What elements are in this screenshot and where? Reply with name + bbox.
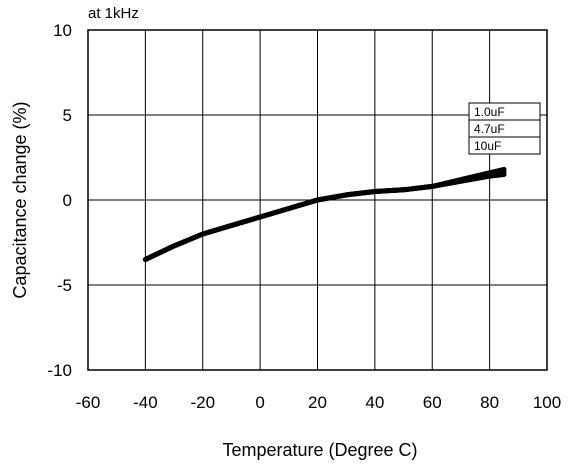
legend-entry-label: 1.0uF [474, 105, 505, 119]
series-lines [142, 166, 507, 262]
x-tick-label: 40 [365, 393, 384, 412]
x-tick-label: 100 [533, 393, 561, 412]
chart-note: at 1kHz [88, 5, 139, 22]
x-axis-title: Temperature (Degree C) [222, 440, 417, 460]
y-tick-label: -10 [47, 361, 72, 380]
tick-labels: -60 -40 -20 0 20 40 60 80 100 -10 -5 0 5 10 [47, 21, 561, 412]
series-line [142, 169, 507, 262]
series-line [142, 172, 507, 262]
x-tick-label: 20 [308, 393, 327, 412]
legend: 1.0uF 4.7uF 10uF [468, 102, 541, 155]
x-tick-label: 60 [423, 393, 442, 412]
x-tick-label: -60 [76, 393, 101, 412]
x-tick-label: 80 [480, 393, 499, 412]
legend-entry-label: 10uF [474, 139, 501, 153]
legend-entry-label: 4.7uF [474, 122, 505, 136]
x-tick-label: -40 [133, 393, 158, 412]
y-axis-title: Capacitance change (%) [10, 101, 30, 298]
x-tick-label: 0 [255, 393, 264, 412]
y-tick-label: 5 [63, 106, 72, 125]
y-tick-label: -5 [57, 276, 72, 295]
y-tick-label: 10 [53, 21, 72, 40]
plot-area [87, 29, 548, 371]
legend-entry-box [468, 136, 541, 155]
x-tick-label: -20 [190, 393, 215, 412]
y-tick-label: 0 [63, 191, 72, 210]
series-line [142, 166, 507, 262]
